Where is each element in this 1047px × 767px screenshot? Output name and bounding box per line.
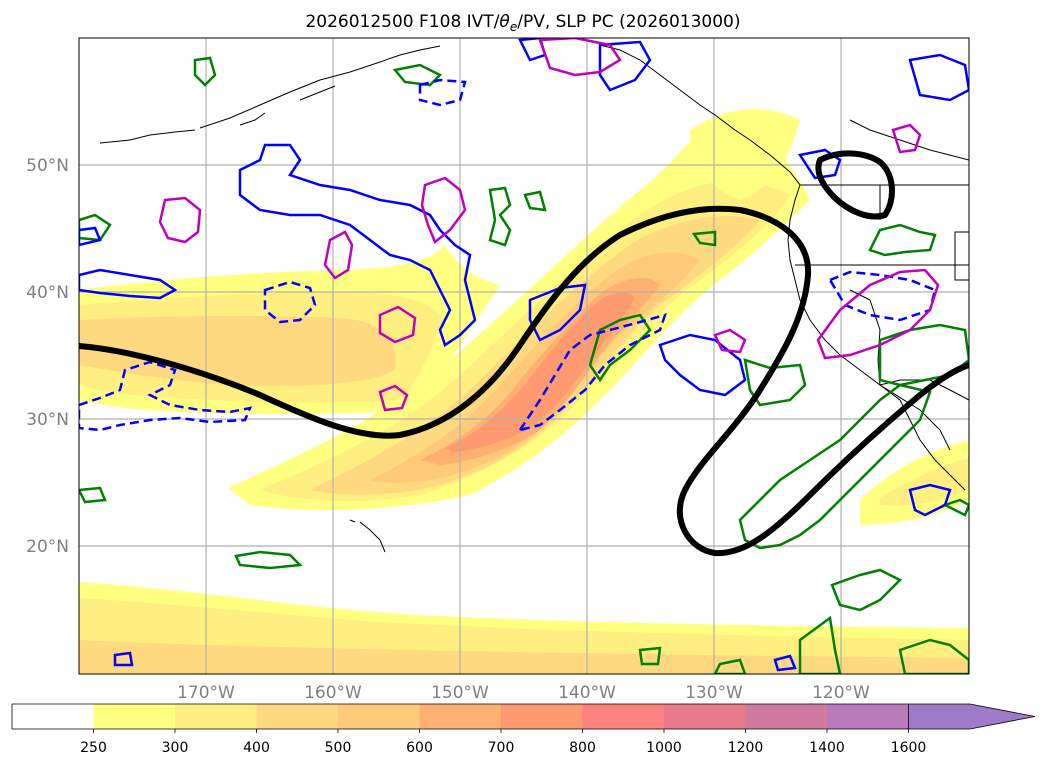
colorbar-tick-label: 500: [325, 740, 352, 756]
colorbar-tick-label: 1400: [809, 740, 845, 756]
lon-label: 140°W: [558, 683, 616, 703]
lon-label: 170°W: [177, 683, 235, 703]
colorbar-segment: [256, 704, 339, 729]
lon-label: 160°W: [304, 683, 362, 703]
colorbar-tick-label: 700: [488, 740, 515, 756]
colorbar-extend-arrow: [908, 703, 1036, 730]
lon-label: 150°W: [431, 683, 489, 703]
colorbar: 250 300 400 500 600 700 800 1000 1200 1400 1600: [11, 703, 1036, 756]
colorbar-segment: [338, 704, 420, 729]
colorbar-tick-label: 600: [406, 740, 433, 756]
colorbar-segments: [11, 703, 1036, 730]
colorbar-segment: [175, 704, 257, 729]
colorbar-segment: [664, 704, 746, 729]
colorbar-tick-label: 300: [162, 740, 189, 756]
lat-label: 30°N: [26, 410, 69, 430]
lat-labels: 20°N 30°N 40°N 50°N: [26, 156, 69, 557]
lon-label: 130°W: [685, 683, 743, 703]
colorbar-tick-label: 1200: [728, 740, 764, 756]
colorbar-segment: [93, 704, 176, 729]
colorbar-segment: [501, 704, 583, 729]
colorbar-tick-label: 1600: [891, 740, 927, 756]
map-frame: [78, 37, 970, 675]
lat-label: 50°N: [26, 156, 69, 176]
pv-contours-magenta: [158, 38, 940, 412]
colorbar-ticks: [93, 729, 909, 733]
colorbar-segment: [582, 704, 665, 729]
colorbar-tick-label: 800: [569, 740, 596, 756]
colorbar-outline: [11, 703, 909, 730]
colorbar-labels: 250 300 400 500 600 700 800 1000 1200 1400 1600: [80, 740, 926, 756]
colorbar-segment: [827, 704, 909, 729]
colorbar-segment: [745, 704, 828, 729]
graticule: [79, 38, 969, 674]
lon-labels: 170°W 160°W 150°W 140°W 130°W 120°W: [177, 683, 870, 703]
colorbar-tick-label: 400: [243, 740, 270, 756]
colorbar-tick-label: 1000: [646, 740, 682, 756]
slp-contours: [79, 150, 969, 557]
colorbar-segment: [419, 704, 502, 729]
lat-label: 20°N: [26, 537, 69, 557]
colorbar-tick-label: 250: [80, 740, 107, 756]
lat-label: 40°N: [26, 283, 69, 303]
lon-label: 120°W: [812, 683, 870, 703]
coastlines: [99, 44, 969, 553]
colorbar-segment: [12, 704, 94, 729]
figure-title: 2026012500 F108 IVT/θe/PV, SLP PC (20260…: [305, 12, 740, 34]
map-area: [79, 38, 969, 674]
